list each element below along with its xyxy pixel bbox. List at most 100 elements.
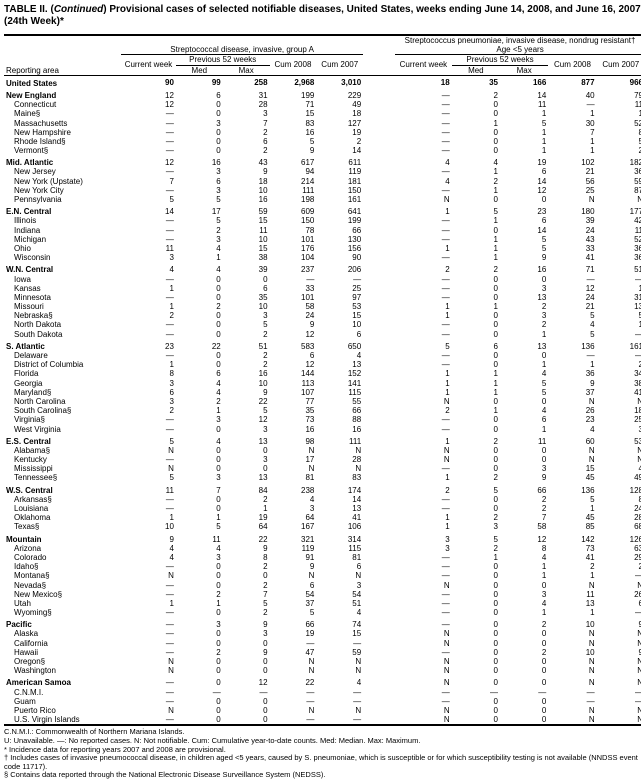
table-row: Colorado4389181—144129 — [4, 553, 641, 562]
cell: 4 — [452, 155, 500, 167]
cell: 71 — [548, 262, 596, 274]
cell: 0 — [452, 397, 500, 406]
cell: 3 — [176, 167, 223, 176]
row-label: Colorado — [4, 553, 121, 562]
cell: 1 — [548, 504, 596, 513]
cell: 583 — [270, 339, 317, 351]
cell: N — [270, 464, 317, 473]
cell: 0 — [452, 195, 500, 204]
table-row: Virginia§—3127388—062325 — [4, 415, 641, 424]
row-label: Montana§ — [4, 571, 121, 580]
cell: 14 — [121, 204, 176, 216]
cell: — — [316, 715, 363, 725]
cell: 3 — [223, 455, 270, 464]
cell: 176 — [270, 244, 317, 253]
cell: — — [395, 275, 452, 284]
table-row: Massachusetts—3783127—153052 — [4, 119, 641, 128]
cell: 0 — [500, 657, 548, 666]
row-label: Wyoming§ — [4, 608, 121, 617]
cell: 18 — [597, 406, 641, 415]
footnotes: C.N.M.I.: Commonwealth of Northern Maria… — [4, 728, 641, 780]
cell: 182 — [597, 155, 641, 167]
table-row: Mountain911223213143512142126 — [4, 532, 641, 544]
cell: 4 — [176, 434, 223, 446]
cell: 56 — [548, 177, 596, 186]
cell: 0 — [452, 599, 500, 608]
cell: 41 — [548, 553, 596, 562]
cell: N — [395, 715, 452, 725]
row-label: S. Atlantic — [4, 339, 121, 351]
row-label: Massachusetts — [4, 119, 121, 128]
cell: 2 — [452, 177, 500, 186]
cell: 14 — [500, 88, 548, 100]
cell: 18 — [223, 177, 270, 186]
cell: 141 — [316, 379, 363, 388]
cell: 321 — [270, 532, 317, 544]
cell: 161 — [597, 339, 641, 351]
cell: 0 — [176, 320, 223, 329]
cell: 9 — [270, 562, 317, 571]
cell: N — [548, 581, 596, 590]
cell: 0 — [500, 446, 548, 455]
cell: 81 — [270, 473, 317, 482]
cell: 2 — [452, 434, 500, 446]
table-row: Tennessee§531381831294549 — [4, 473, 641, 482]
cell: 6 — [176, 369, 223, 378]
cell: — — [395, 617, 452, 629]
table-row: Missouri121058531122113 — [4, 302, 641, 311]
cell: 9 — [223, 167, 270, 176]
cell: N — [395, 629, 452, 638]
cell: 4 — [500, 599, 548, 608]
cell: 0 — [500, 697, 548, 706]
row-label: South Dakota — [4, 330, 121, 339]
cell: 2 — [452, 88, 500, 100]
row-label: Louisiana — [4, 504, 121, 513]
cell: 1 — [395, 204, 452, 216]
cell: 17 — [270, 455, 317, 464]
cell: 6 — [121, 388, 176, 397]
table-row: New Jersey—3994119—162136 — [4, 167, 641, 176]
cell: 0 — [452, 275, 500, 284]
cell: 77 — [270, 397, 317, 406]
cell: — — [597, 571, 641, 580]
cell: 6 — [500, 167, 548, 176]
cell: 26 — [548, 406, 596, 415]
row-label: Ohio — [4, 244, 121, 253]
row-label: Puerto Rico — [4, 706, 121, 715]
cell: 5 — [548, 495, 596, 504]
cell: 136 — [548, 339, 596, 351]
table-title: TABLE II. (Continued) Provisional cases … — [4, 4, 641, 28]
cell: 1 — [452, 119, 500, 128]
cell: 0 — [176, 455, 223, 464]
cell: N — [316, 446, 363, 455]
cell: — — [121, 495, 176, 504]
cell: 0 — [500, 675, 548, 687]
cell: 10 — [548, 648, 596, 657]
cell: 1 — [452, 244, 500, 253]
cell: N — [597, 706, 641, 715]
cell: N — [548, 657, 596, 666]
table-row: Georgia3410113141115938 — [4, 379, 641, 388]
cell: 0 — [452, 608, 500, 617]
cell: 54 — [270, 590, 317, 599]
cell: — — [121, 119, 176, 128]
cell: 4 — [316, 675, 363, 687]
cell: 10 — [316, 320, 363, 329]
cell: 25 — [316, 284, 363, 293]
cell: 0 — [176, 657, 223, 666]
row-label: New Jersey — [4, 167, 121, 176]
cell: — — [316, 688, 363, 697]
cell: 4 — [121, 544, 176, 553]
row-label: Virginia§ — [4, 415, 121, 424]
cell: N — [121, 706, 176, 715]
cell: 13 — [500, 293, 548, 302]
cell: 66 — [270, 617, 317, 629]
cell: 1 — [395, 513, 452, 522]
cell: 9 — [121, 532, 176, 544]
cell: 2 — [500, 504, 548, 513]
cell: — — [270, 688, 317, 697]
table-row: Alaska—031915N00NN — [4, 629, 641, 638]
cell: 41 — [597, 388, 641, 397]
row-label: Wisconsin — [4, 253, 121, 262]
cell: 0 — [452, 293, 500, 302]
